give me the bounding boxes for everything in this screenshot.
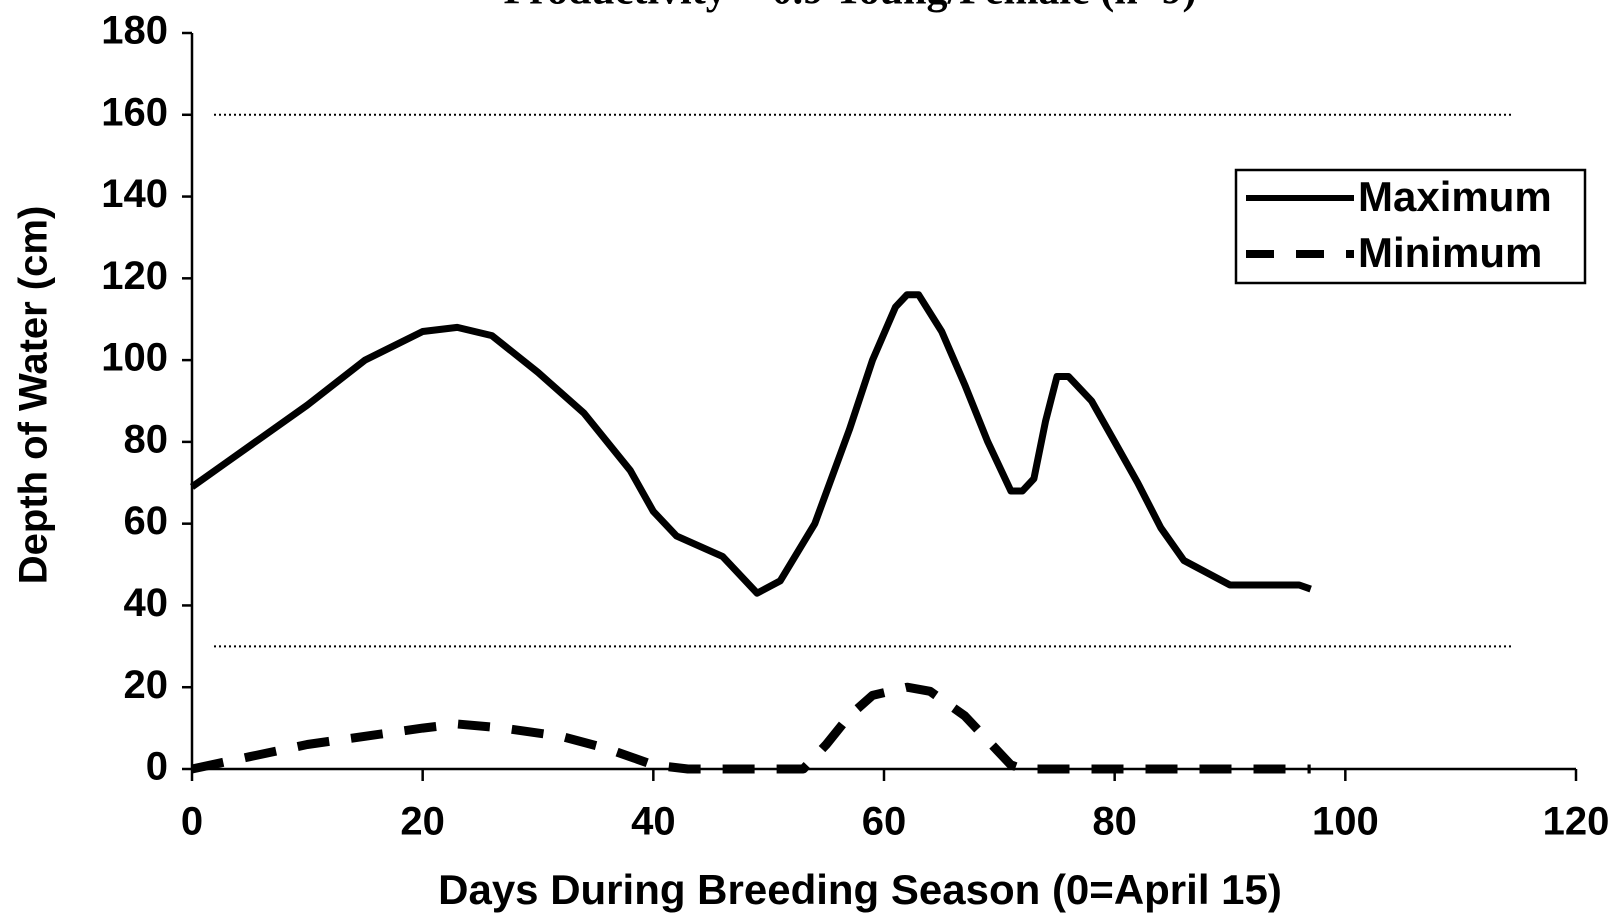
y-tick-label: 100 (101, 336, 168, 380)
y-axis-label: Depth of Water (cm) (12, 206, 56, 585)
y-tick-label: 140 (101, 172, 168, 216)
chart-title: Productivity = 0.9 Young/Female (n=9) (504, 0, 1197, 14)
x-tick-label: 20 (400, 800, 445, 844)
y-tick-label: 0 (146, 745, 168, 789)
y-tick-label: 120 (101, 254, 168, 298)
series-line (189, 291, 1312, 597)
legend-box (1234, 168, 1587, 285)
y-tick-label: 80 (124, 417, 169, 461)
y-tick-label: 40 (124, 581, 169, 625)
x-tick-label: 40 (631, 800, 676, 844)
x-tick-label: 120 (1543, 800, 1610, 844)
series-line (191, 682, 1311, 774)
x-tick-label: 80 (1092, 800, 1137, 844)
y-tick-label: 160 (101, 90, 168, 134)
y-tick-label: 20 (124, 663, 169, 707)
legend-label: Maximum (1358, 173, 1552, 220)
y-tick-label: 60 (124, 499, 169, 543)
y-tick-label: 180 (101, 9, 168, 53)
x-tick-label: 100 (1312, 800, 1379, 844)
x-tick-label: 60 (862, 800, 907, 844)
x-axis-label: Days During Breeding Season (0=April 15) (438, 866, 1282, 913)
x-tick-label: 0 (181, 800, 203, 844)
legend-label: Minimum (1358, 229, 1542, 276)
